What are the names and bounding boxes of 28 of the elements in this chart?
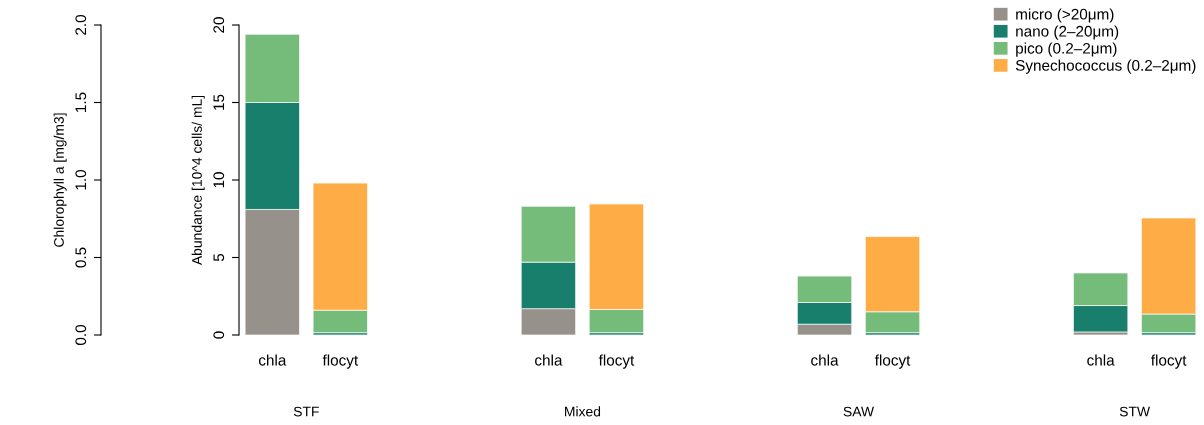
y2-tick-label: 1.0 [75, 169, 87, 190]
text: STF [293, 406, 319, 417]
x-tick-label: flocyt [322, 354, 359, 369]
y2-axis-title: Chlorophyll a [mg/m3] [53, 113, 67, 247]
x-tick-label: flocyt [598, 354, 635, 369]
x-tick-label: chla [535, 354, 563, 366]
legend-label: micro (>20μm) [1016, 8, 1114, 23]
legend-label: pico (0.2–2μm) [1016, 42, 1117, 57]
y-tick-label: 10 [213, 172, 225, 188]
y2-tick-label: 1.5 [75, 92, 87, 112]
text: Mixed [565, 406, 601, 417]
text: STW [1119, 406, 1151, 417]
y2-tick-label: 0.0 [75, 324, 87, 346]
y-tick-label: 15 [213, 94, 225, 110]
y-tick-label: 20 [213, 17, 225, 33]
x-tick-label: chla [258, 354, 287, 366]
legend-label: nano (2–20μm) [1016, 25, 1119, 40]
legend-label: Synechococcus (0.2–2μm) [1015, 59, 1196, 74]
x-tick-label: flocyt [1151, 354, 1187, 369]
x-tick-label: chla [811, 354, 839, 366]
x-tick-label: flocyt [874, 354, 911, 369]
x-tick-label: chla [1087, 354, 1115, 366]
y-axis-title: Abundance [10^4 cells/ mL] [191, 95, 205, 266]
y-tick-label: 5 [213, 253, 225, 262]
y2-tick-label: 0.5 [75, 247, 87, 268]
y2-tick-label: 2.0 [75, 14, 87, 35]
y-tick-label: 0 [213, 331, 225, 339]
text: SAW [843, 406, 875, 417]
